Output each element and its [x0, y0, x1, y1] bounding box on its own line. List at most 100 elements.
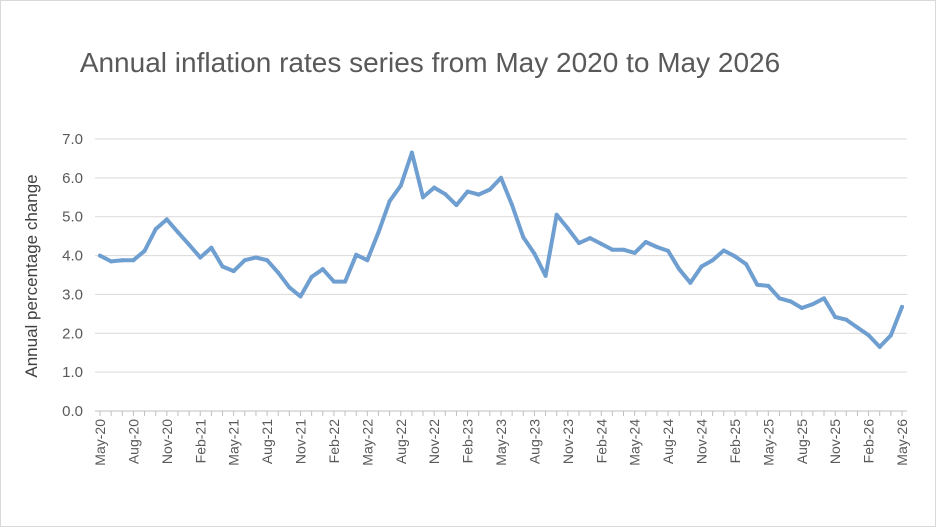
y-tick-label: 7.0 [62, 131, 83, 148]
y-tick-label: 2.0 [62, 325, 83, 342]
x-tick-label: Nov-21 [293, 419, 309, 464]
data-point [476, 192, 481, 197]
data-point [755, 282, 760, 287]
data-point [788, 299, 793, 304]
data-point [465, 189, 470, 194]
data-point [554, 212, 559, 217]
data-point [833, 314, 838, 319]
x-tick-label: Feb-25 [727, 419, 743, 464]
data-point [510, 203, 515, 208]
x-tick-label: Feb-23 [460, 419, 476, 464]
y-tick-label: 1.0 [62, 364, 83, 381]
data-point [198, 255, 203, 260]
x-tick-label: Nov-25 [827, 419, 843, 464]
data-point [532, 251, 537, 256]
x-tick-label: May-24 [627, 419, 643, 466]
data-point [866, 333, 871, 338]
data-point [855, 325, 860, 330]
data-point [421, 195, 426, 200]
x-tick-label: Aug-25 [794, 419, 810, 464]
y-tick-label: 0.0 [62, 403, 83, 420]
data-point [877, 344, 882, 349]
data-point [677, 267, 682, 272]
data-point [276, 270, 281, 275]
x-tick-label: Nov-20 [159, 419, 175, 464]
data-point [744, 262, 749, 267]
data-point [142, 248, 147, 253]
data-point [209, 245, 214, 250]
y-tick-label: 5.0 [62, 209, 83, 226]
data-point [543, 273, 548, 278]
x-tick-label: Aug-20 [125, 419, 141, 464]
x-tick-label: May-26 [894, 419, 910, 466]
data-point [387, 199, 392, 204]
data-point [365, 258, 370, 263]
x-tick-label: Nov-22 [426, 419, 442, 464]
y-tick-label: 3.0 [62, 286, 83, 303]
data-point [120, 258, 125, 263]
data-point [688, 280, 693, 285]
data-point [900, 304, 904, 309]
data-point [721, 248, 726, 253]
data-point [109, 259, 114, 264]
inflation-series-line [98, 150, 904, 349]
x-tick-label: May-22 [359, 419, 375, 466]
data-point [521, 235, 526, 240]
data-point [766, 283, 771, 288]
x-tick-labels: May-20 Aug-20 Nov-20 Feb-21 May-21 Aug-21 Nov-… [92, 419, 910, 466]
data-point [732, 254, 737, 259]
data-point [231, 269, 236, 274]
data-point [320, 267, 325, 272]
x-tick-label: Nov-23 [560, 419, 576, 464]
data-point [599, 241, 604, 246]
y-tick-labels: 0.0 1.0 2.0 3.0 4.0 5.0 6.0 7.0 [62, 131, 83, 420]
data-point [454, 203, 459, 208]
x-tick-label: Aug-24 [660, 419, 676, 464]
data-point [810, 302, 815, 307]
data-point [487, 187, 492, 192]
x-tick-label: May-21 [226, 419, 242, 466]
data-point [844, 317, 849, 322]
data-point [398, 183, 403, 188]
y-tick-label: 4.0 [62, 248, 83, 265]
data-point [253, 255, 258, 260]
data-point [632, 250, 637, 255]
data-point [777, 296, 782, 301]
data-point [265, 258, 270, 263]
axes [95, 410, 907, 416]
data-point [621, 247, 626, 252]
data-point [242, 258, 247, 263]
x-tick-label: Aug-21 [259, 419, 275, 464]
data-point [710, 258, 715, 263]
y-axis-title: Annual percentage change [22, 174, 41, 377]
data-point [164, 217, 169, 222]
data-points [98, 150, 904, 349]
x-tick-label: Nov-24 [694, 419, 710, 464]
x-tick-label: Feb-24 [593, 419, 609, 464]
data-point [588, 236, 593, 241]
data-point [298, 294, 303, 299]
data-point [331, 279, 336, 284]
data-point [409, 150, 414, 155]
x-tick-label: May-25 [760, 419, 776, 466]
data-point [220, 264, 225, 269]
data-point [799, 306, 804, 311]
data-point [699, 264, 704, 269]
data-point [432, 185, 437, 190]
x-tick-label: May-23 [493, 419, 509, 466]
data-point [98, 253, 102, 258]
data-point [187, 242, 192, 247]
x-tick-label: May-20 [92, 419, 108, 466]
y-tick-label: 6.0 [62, 170, 83, 187]
data-point [153, 227, 158, 232]
data-point [354, 252, 359, 257]
data-point [654, 245, 659, 250]
data-point [499, 175, 503, 180]
x-tick-label: Feb-22 [326, 419, 342, 464]
x-tick-label: Feb-21 [192, 419, 208, 464]
chart-title: Annual inflation rates series from May 2… [79, 47, 781, 78]
data-point [888, 333, 893, 338]
data-point [376, 230, 381, 235]
